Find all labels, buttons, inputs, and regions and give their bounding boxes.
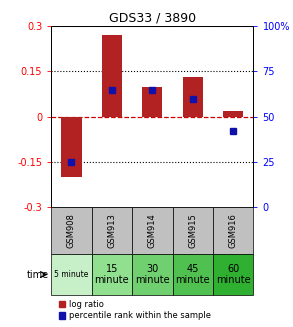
Bar [213, 254, 253, 295]
Legend: log ratio, percentile rank within the sample: log ratio, percentile rank within the sa… [55, 297, 214, 324]
Text: 45
minute: 45 minute [176, 264, 210, 285]
Bar [213, 207, 253, 254]
Text: 30
minute: 30 minute [135, 264, 170, 285]
Text: GSM908: GSM908 [67, 213, 76, 248]
Bar [142, 87, 162, 117]
Text: 5 minute: 5 minute [54, 270, 89, 279]
Text: GSM913: GSM913 [108, 213, 116, 248]
Bar [223, 111, 243, 117]
Text: 15
minute: 15 minute [95, 264, 129, 285]
Text: GSM914: GSM914 [148, 213, 157, 248]
Bar [173, 254, 213, 295]
Bar [51, 254, 92, 295]
Bar [173, 207, 213, 254]
Bar [132, 254, 173, 295]
Bar [183, 77, 203, 117]
Text: GSM916: GSM916 [229, 213, 238, 248]
Text: 60
minute: 60 minute [216, 264, 251, 285]
Title: GDS33 / 3890: GDS33 / 3890 [109, 12, 196, 25]
Bar [92, 207, 132, 254]
Bar [51, 207, 92, 254]
Bar [132, 207, 173, 254]
Bar [61, 117, 81, 177]
Text: time: time [27, 269, 49, 280]
Bar [92, 254, 132, 295]
Bar [102, 35, 122, 117]
Text: GSM915: GSM915 [188, 213, 197, 248]
